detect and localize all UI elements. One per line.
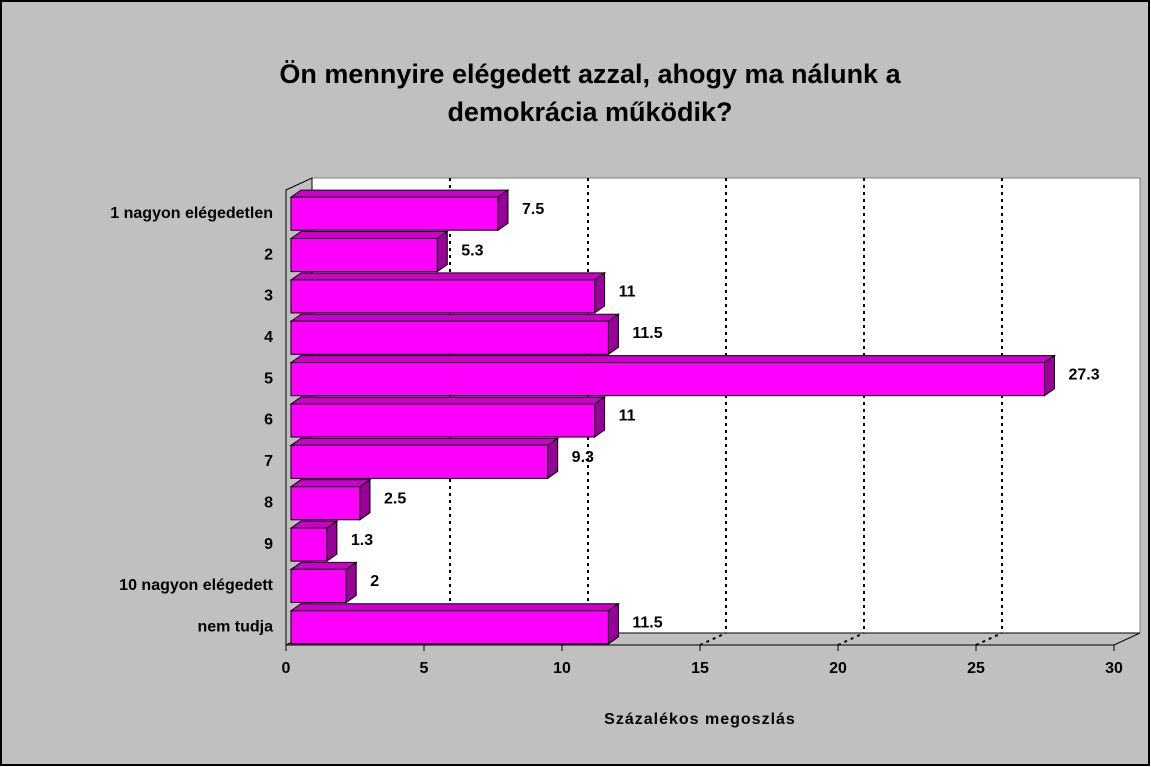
x-tick-label: 5	[420, 660, 429, 677]
bar	[290, 610, 609, 645]
value-label: 11	[619, 408, 636, 425]
value-label: 11.5	[632, 615, 662, 632]
bar-top	[289, 189, 510, 198]
bar	[290, 568, 347, 604]
value-label: 1.3	[351, 532, 373, 549]
bar	[290, 486, 361, 521]
y-tick-label: 9	[264, 536, 273, 553]
bar-top	[289, 437, 560, 446]
bar-side	[326, 520, 338, 563]
bar-side	[547, 437, 559, 480]
y-tick-label: 5	[264, 370, 273, 387]
bar-top	[289, 479, 372, 488]
bar-side	[1043, 354, 1055, 397]
bar-side	[607, 313, 619, 356]
x-tick-label: 15	[691, 660, 709, 677]
y-tick-label: 7	[264, 453, 273, 470]
y-tick-label: 8	[264, 494, 273, 511]
bar	[290, 279, 596, 314]
bar-top	[289, 396, 607, 405]
bar	[290, 196, 499, 231]
y-tick-label: 3	[264, 288, 273, 305]
x-tick-label: 20	[829, 660, 847, 677]
x-tick-label: 30	[1105, 660, 1123, 677]
y-tick-label: nem tudja	[197, 619, 273, 636]
y-tick-label: 10 nagyon elégedett	[119, 577, 273, 594]
x-tick-label: 25	[967, 660, 985, 677]
bar	[290, 320, 609, 355]
value-label: 27.3	[1068, 366, 1099, 383]
value-label: 11	[619, 284, 636, 301]
bar	[290, 403, 596, 438]
value-label: 2	[370, 573, 379, 590]
bar-side	[359, 478, 371, 521]
bar-side	[594, 395, 606, 439]
grid-line	[837, 632, 865, 646]
y-tick-label: 1 nagyon elégedetlen	[110, 205, 273, 222]
x-tick-label: 10	[553, 660, 571, 677]
chart-title: Ön mennyire elégedett azzal, ahogy ma ná…	[279, 59, 901, 89]
bar-side	[607, 602, 619, 645]
bar-side	[497, 189, 509, 232]
bar	[290, 444, 549, 479]
y-tick-label: 6	[264, 412, 273, 429]
bar	[290, 238, 438, 273]
grid-line	[699, 632, 727, 646]
bar-top	[289, 603, 620, 612]
bar-top	[289, 313, 620, 322]
value-label: 7.5	[522, 201, 544, 218]
chart-title: demokrácia működik?	[447, 97, 732, 127]
grid-line	[975, 632, 1003, 646]
value-label: 5.3	[461, 242, 483, 259]
x-tick-label: 0	[282, 660, 291, 677]
bar-top	[289, 231, 449, 239]
value-label: 2.5	[384, 490, 406, 507]
bar	[290, 527, 328, 562]
bar-side	[436, 230, 448, 273]
bar-side	[594, 271, 606, 314]
x-axis-title: Százalékos megoszlás	[604, 711, 796, 728]
bar-top	[289, 561, 358, 570]
bar	[290, 362, 1045, 397]
y-tick-label: 4	[264, 329, 273, 346]
bar-top	[289, 355, 1057, 364]
y-tick-label: 2	[264, 246, 273, 263]
value-label: 11.5	[632, 325, 662, 342]
bar-top	[289, 272, 607, 281]
bar-side	[345, 561, 357, 604]
value-label: 9.3	[572, 449, 594, 466]
